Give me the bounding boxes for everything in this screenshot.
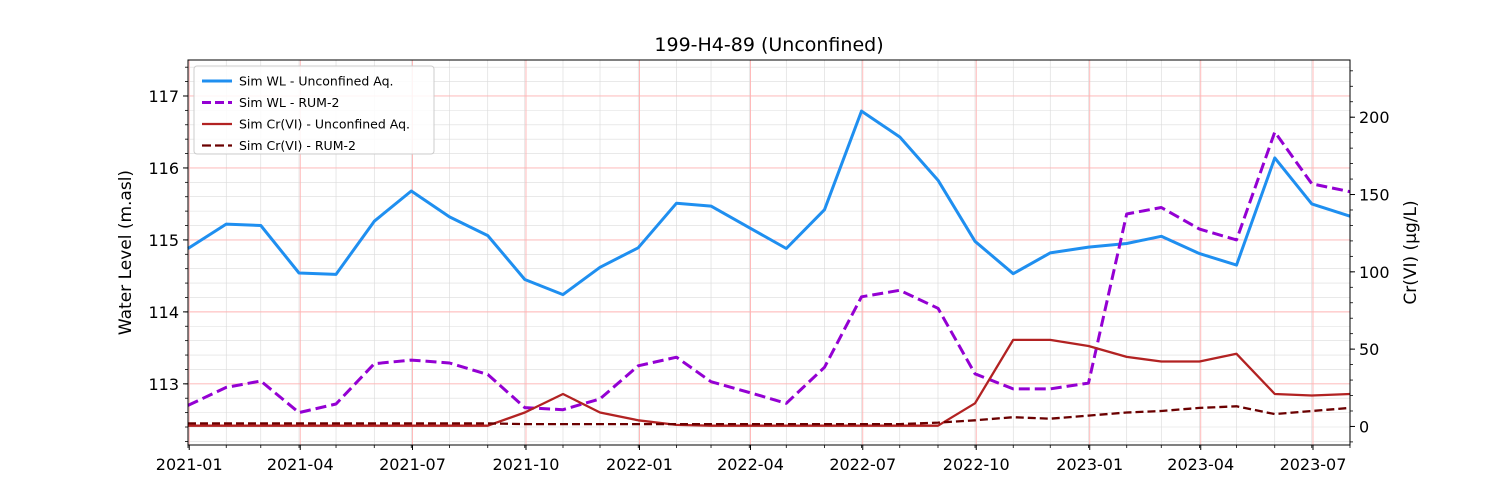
y2-tick-label: 150 bbox=[1359, 186, 1390, 205]
legend-label: Sim WL - Unconfined Aq. bbox=[239, 74, 394, 89]
y2-tick-label: 0 bbox=[1359, 417, 1369, 436]
y-tick-label: 116 bbox=[148, 159, 179, 178]
grid bbox=[188, 60, 1350, 445]
series-line-2 bbox=[187, 130, 1351, 415]
x-tick-label: 2021-01 bbox=[156, 455, 223, 474]
plot-frame bbox=[187, 59, 1351, 446]
y-tick-label: 115 bbox=[148, 231, 179, 250]
y2-tick-label: 100 bbox=[1359, 263, 1390, 282]
y-axis-title: Water Level (m.asl) bbox=[116, 170, 136, 335]
x-tick-label: 2023-04 bbox=[1167, 455, 1234, 474]
y2-tick-label: 50 bbox=[1359, 340, 1379, 359]
series-line-4 bbox=[188, 405, 1351, 426]
x-tick-label: 2023-01 bbox=[1056, 455, 1123, 474]
y-tick-label: 114 bbox=[148, 303, 179, 322]
y2-tick-label: 200 bbox=[1359, 108, 1390, 127]
y2-axis-title: Cr(VI) (µg/L) bbox=[1401, 200, 1421, 304]
x-tick-label: 2022-07 bbox=[829, 455, 896, 474]
legend-label: Sim WL - RUM-2 bbox=[239, 95, 339, 110]
series-layer bbox=[187, 109, 1351, 427]
chart-title: 199-H4-89 (Unconfined) bbox=[654, 34, 883, 56]
legend-label: Sim Cr(VI) - Unconfined Aq. bbox=[239, 117, 410, 132]
series-line-3 bbox=[188, 338, 1351, 427]
legend-box bbox=[193, 65, 435, 155]
legend: Sim WL - Unconfined Aq. Sim WL - RUM-2 Sim… bbox=[193, 65, 435, 155]
x-tick-label: 2022-10 bbox=[943, 455, 1010, 474]
series-line-1 bbox=[187, 109, 1351, 297]
x-tick-label: 2021-10 bbox=[493, 455, 560, 474]
axes: 2021-01 2021-04 2021-07 2021-10 2022-01 2022-… bbox=[148, 66, 1390, 474]
x-tick-label: 2022-01 bbox=[606, 455, 673, 474]
y-tick-label: 113 bbox=[148, 375, 179, 394]
x-tick-label: 2021-04 bbox=[267, 455, 334, 474]
x-tick-label: 2021-07 bbox=[379, 455, 446, 474]
y-tick-label: 117 bbox=[148, 87, 179, 106]
x-tick-label: 2023-07 bbox=[1280, 455, 1347, 474]
x-tick-label: 2022-04 bbox=[717, 455, 784, 474]
legend-label: Sim Cr(VI) - RUM-2 bbox=[239, 138, 356, 153]
